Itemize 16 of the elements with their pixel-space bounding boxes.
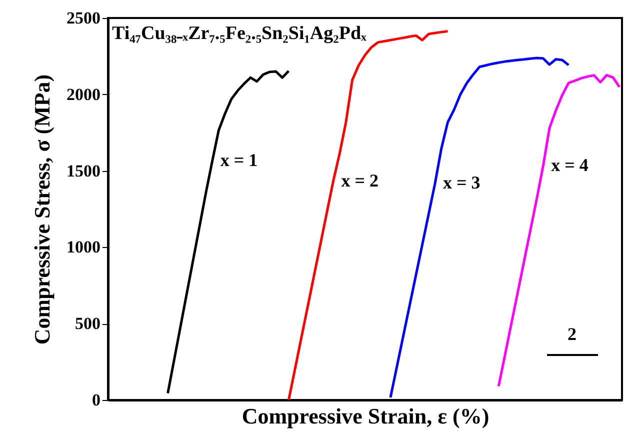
x-axis-title: Compressive Strain, ε (%) (242, 404, 490, 428)
annotation: x = 1 (220, 150, 258, 170)
y-tick-label: 1000 (66, 238, 100, 257)
line-series (497, 74, 621, 388)
annotation: Ti₄₇Cu₃₈₋ₓZr₇.₅Fe₂.₅Sn₂Si₁Ag₂Pdₓ (112, 23, 368, 44)
y-tick-label: 2500 (66, 8, 100, 28)
y-tick-label: 0 (92, 390, 100, 410)
line-series (166, 70, 290, 395)
y-tick-label: 500 (75, 314, 100, 334)
y-tick-label: 1500 (66, 161, 100, 180)
y-tick-label: 2000 (66, 84, 100, 104)
annotation: x = 4 (551, 154, 588, 175)
annotation: x = 3 (442, 172, 480, 193)
annotation: x = 2 (341, 170, 378, 190)
annotation: 2 (568, 324, 576, 344)
y-axis-title: Compressive Stress, σ (MPa) (30, 74, 54, 345)
